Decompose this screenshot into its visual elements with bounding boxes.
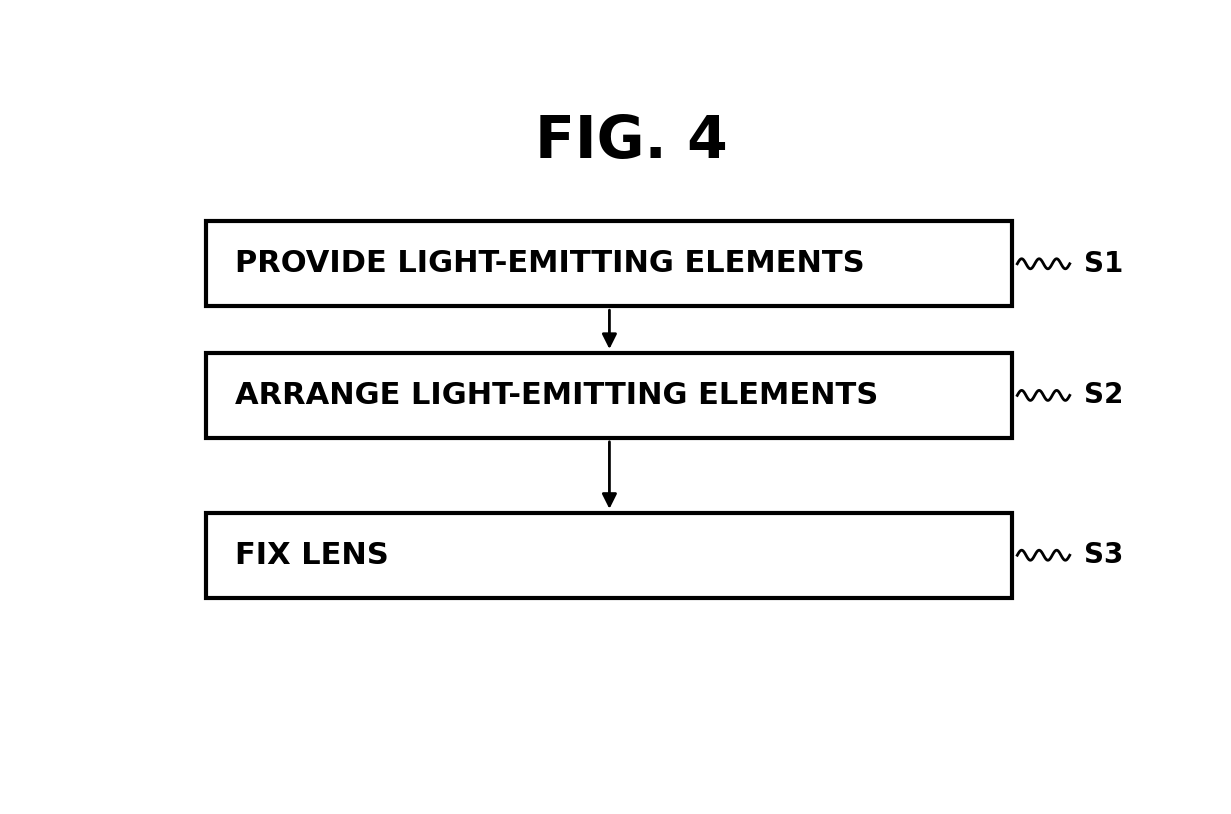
Text: FIX LENS: FIX LENS	[235, 540, 389, 570]
Text: S1: S1	[1085, 250, 1124, 278]
Bar	[207, 353, 1012, 438]
Text: S2: S2	[1085, 382, 1124, 409]
Text: FIG. 4: FIG. 4	[534, 113, 728, 170]
Text: S3: S3	[1085, 541, 1124, 569]
Text: ARRANGE LIGHT-EMITTING ELEMENTS: ARRANGE LIGHT-EMITTING ELEMENTS	[235, 381, 878, 410]
Text: PROVIDE LIGHT-EMITTING ELEMENTS: PROVIDE LIGHT-EMITTING ELEMENTS	[235, 249, 864, 278]
Bar	[207, 513, 1012, 597]
Bar	[207, 221, 1012, 306]
